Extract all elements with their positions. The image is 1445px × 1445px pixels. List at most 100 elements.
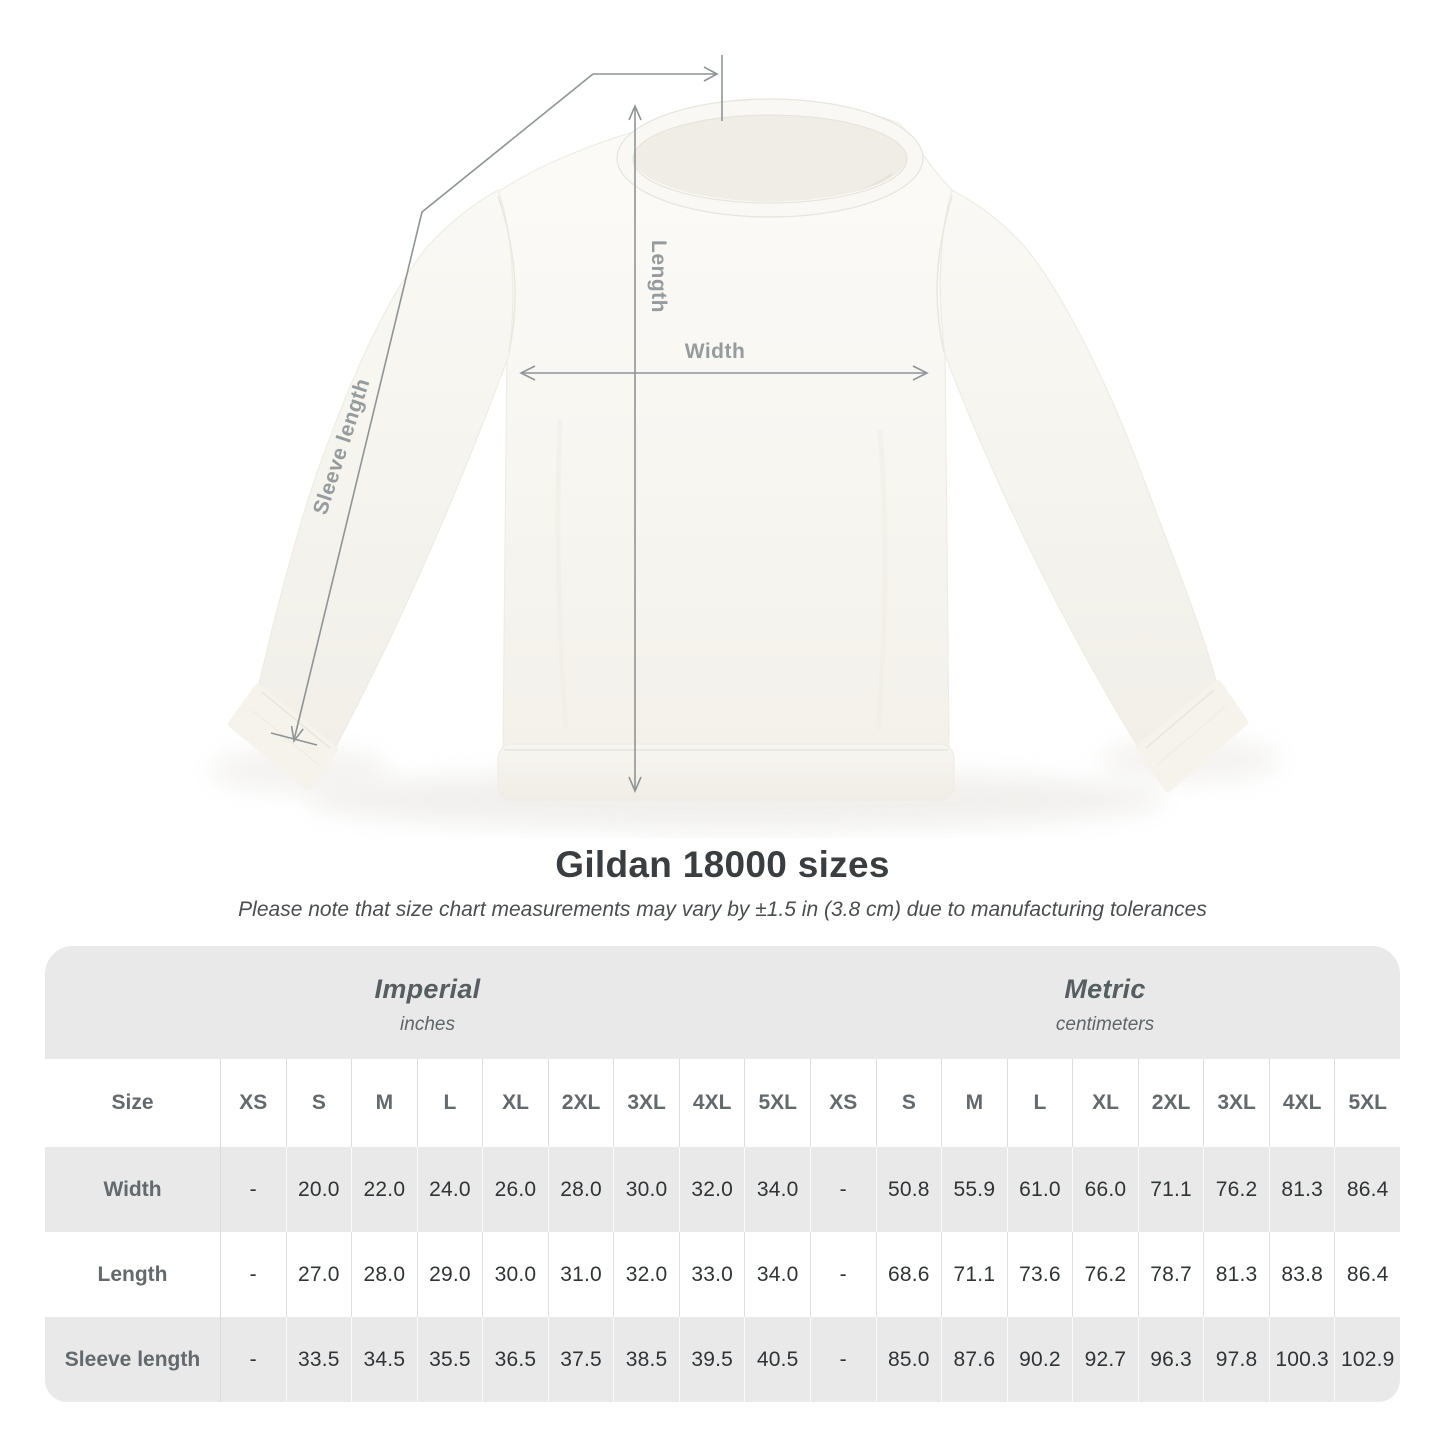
collar-outer-seam: [616, 98, 924, 218]
imperial-value: -: [220, 1232, 286, 1317]
fold-line-right: [875, 429, 888, 731]
metric-value: 86.4: [1334, 1147, 1400, 1232]
metric-group: Metric centimeters: [810, 946, 1400, 1059]
size-header-metric-2xl: 2XL: [1137, 1059, 1204, 1147]
metric-value: 76.2: [1072, 1232, 1138, 1317]
metric-value: 55.9: [941, 1147, 1007, 1232]
metric-value: 61.0: [1006, 1147, 1073, 1232]
imperial-value: 28.0: [351, 1232, 417, 1317]
cuff-rib-right: [1157, 705, 1227, 765]
imperial-value: 27.0: [285, 1232, 352, 1317]
metric-value: -: [810, 1147, 876, 1232]
imperial-value: 20.0: [285, 1147, 352, 1232]
table-row-width: Width -20.0 22.0 24.0 26.0 28.0 30.0 32.0 34.0-5…: [45, 1147, 1400, 1232]
sweatshirt-sleeve-left: [257, 189, 514, 751]
size-column-label: Size: [111, 1091, 154, 1114]
length-measure-line: [628, 103, 642, 794]
metric-value: 71.1: [1137, 1147, 1204, 1232]
metric-title: Metric: [1064, 973, 1146, 1004]
size-diagram: Length Width Sleeve length: [210, 55, 1280, 830]
size-header-metric-l: L: [1006, 1059, 1073, 1147]
size-header-metric-xl: XL: [1072, 1059, 1138, 1147]
armhole-seam-left: [497, 195, 516, 353]
imperial-value: 33.0: [678, 1232, 745, 1317]
imperial-value: 35.5: [416, 1317, 483, 1402]
row-label: Length: [97, 1262, 168, 1286]
imperial-unit: inches: [400, 1013, 455, 1035]
imperial-value: 22.0: [351, 1147, 417, 1232]
page-subtitle: Please note that size chart measurements…: [238, 898, 1207, 921]
size-header-imperial-s: S: [285, 1059, 352, 1147]
metric-unit: centimeters: [1055, 1013, 1155, 1035]
sleeve-measure-line: [270, 55, 723, 746]
size-header-imperial-2xl: 2XL: [547, 1059, 614, 1147]
size-header-row: Size XS S M L XL 2XL 3XL 4XL 5XL XS S M L XL 2XL 3XL 4XL 5…: [45, 1059, 1400, 1147]
imperial-value: 24.0: [416, 1147, 483, 1232]
metric-value: 100.3: [1268, 1317, 1335, 1402]
imperial-value: 37.5: [547, 1317, 614, 1402]
metric-value: 73.6: [1006, 1232, 1073, 1317]
table-row-sleeve-length: Sleeve length -33.5 34.5 35.5 36.5 37.5 38.5 39…: [45, 1317, 1400, 1402]
metric-value: 78.7: [1137, 1232, 1204, 1317]
imperial-value: 30.0: [613, 1147, 679, 1232]
size-header-imperial-xs: XS: [220, 1059, 286, 1147]
metric-value: 50.8: [875, 1147, 942, 1232]
metric-value: 66.0: [1072, 1147, 1138, 1232]
imperial-value: 34.0: [744, 1232, 810, 1317]
size-table-body: Width -20.0 22.0 24.0 26.0 28.0 30.0 32.0 34.0-5…: [45, 1147, 1400, 1402]
neck-opening: [632, 115, 908, 205]
cuff-right: [1136, 680, 1248, 792]
imperial-value: 28.0: [547, 1147, 614, 1232]
metric-value: 85.0: [875, 1317, 942, 1402]
imperial-title: Imperial: [374, 973, 481, 1004]
page-title: Gildan 18000 sizes: [555, 844, 890, 885]
size-header-imperial-5xl: 5XL: [744, 1059, 810, 1147]
metric-value: 81.3: [1268, 1147, 1335, 1232]
fold-line-left: [555, 419, 569, 731]
imperial-value: 32.0: [678, 1147, 745, 1232]
imperial-value: 26.0: [482, 1147, 548, 1232]
metric-value: 81.3: [1203, 1232, 1269, 1317]
armhole-seam-right: [936, 195, 953, 353]
metric-value: 92.7: [1072, 1317, 1138, 1402]
size-header-imperial-3xl: 3XL: [613, 1059, 679, 1147]
imperial-value: 34.0: [744, 1147, 810, 1232]
metric-value: 86.4: [1334, 1232, 1400, 1317]
imperial-value: 33.5: [285, 1317, 352, 1402]
waistband: [497, 743, 955, 801]
imperial-value: 32.0: [613, 1232, 679, 1317]
cuff-seam-left: [261, 691, 331, 749]
collar-inner-seam: [632, 114, 908, 204]
size-header-metric-4xl: 4XL: [1268, 1059, 1335, 1147]
units-row: Imperial inches Metric centimeters: [45, 946, 1400, 1059]
imperial-group: Imperial inches: [45, 946, 810, 1059]
row-label: Width: [103, 1177, 162, 1201]
metric-value: 83.8: [1268, 1232, 1335, 1317]
size-header-imperial-xl: XL: [482, 1059, 548, 1147]
size-header-imperial-l: L: [416, 1059, 483, 1147]
imperial-value: 38.5: [613, 1317, 679, 1402]
cuff-seam-right: [1145, 689, 1215, 749]
size-header-metric-xs: XS: [810, 1059, 876, 1147]
size-header-metric-s: S: [875, 1059, 942, 1147]
width-label: Width: [685, 340, 746, 363]
size-header-metric-5xl: 5XL: [1334, 1059, 1400, 1147]
imperial-value: 39.5: [678, 1317, 745, 1402]
metric-value: 68.6: [875, 1232, 942, 1317]
metric-value: 102.9: [1334, 1317, 1400, 1402]
row-label: Sleeve length: [64, 1347, 201, 1371]
imperial-value: -: [220, 1317, 286, 1402]
size-table: Imperial inches Metric centimeters Size X…: [45, 946, 1400, 1402]
metric-value: 96.3: [1137, 1317, 1204, 1402]
sweatshirt-illustration: Length Width Sleeve length: [210, 55, 1280, 830]
sweatshirt-sleeve-right: [939, 189, 1219, 751]
size-header-imperial-4xl: 4XL: [678, 1059, 745, 1147]
size-header-metric-3xl: 3XL: [1203, 1059, 1269, 1147]
imperial-value: 40.5: [744, 1317, 810, 1402]
imperial-value: 30.0: [482, 1232, 548, 1317]
imperial-value: 31.0: [547, 1232, 614, 1317]
size-header-metric-m: M: [941, 1059, 1007, 1147]
metric-value: 90.2: [1006, 1317, 1073, 1402]
imperial-value: -: [220, 1147, 286, 1232]
metric-value: -: [810, 1317, 876, 1402]
